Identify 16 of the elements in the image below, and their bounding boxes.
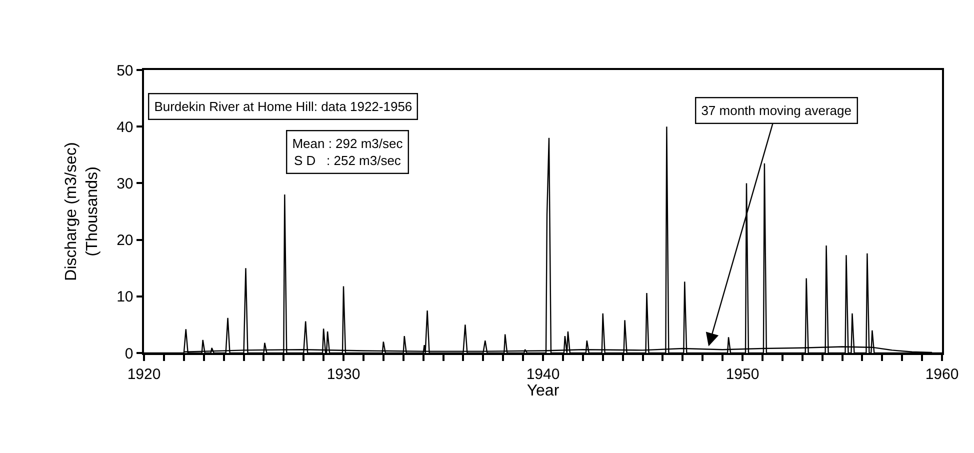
annotation: Burdekin River at Home Hill: data 1922-1956 [154,99,412,114]
x-tick-label: 1950 [726,366,760,383]
y-tick-label: 50 [116,62,134,80]
x-tick-label: 1940 [526,366,560,383]
y-axis-title: Discharge (m3/sec) (Thousands) [63,142,101,281]
x-tick-label: 1960 [925,366,959,383]
x-axis-title: Year [526,382,560,400]
annotation: Mean : 292 m3/sec S D : 252 m3/sec [292,136,404,168]
y-tick-label: 30 [116,175,134,192]
x-tick-label: 1920 [127,366,161,383]
y-tick-label: 0 [124,345,134,362]
x-tick-label: 1930 [326,366,360,383]
y-tick-label: 40 [116,118,134,136]
y-tick-label: 20 [116,232,134,250]
y-tick-label: 10 [116,288,134,306]
annotation: 37 month moving average [701,103,852,118]
